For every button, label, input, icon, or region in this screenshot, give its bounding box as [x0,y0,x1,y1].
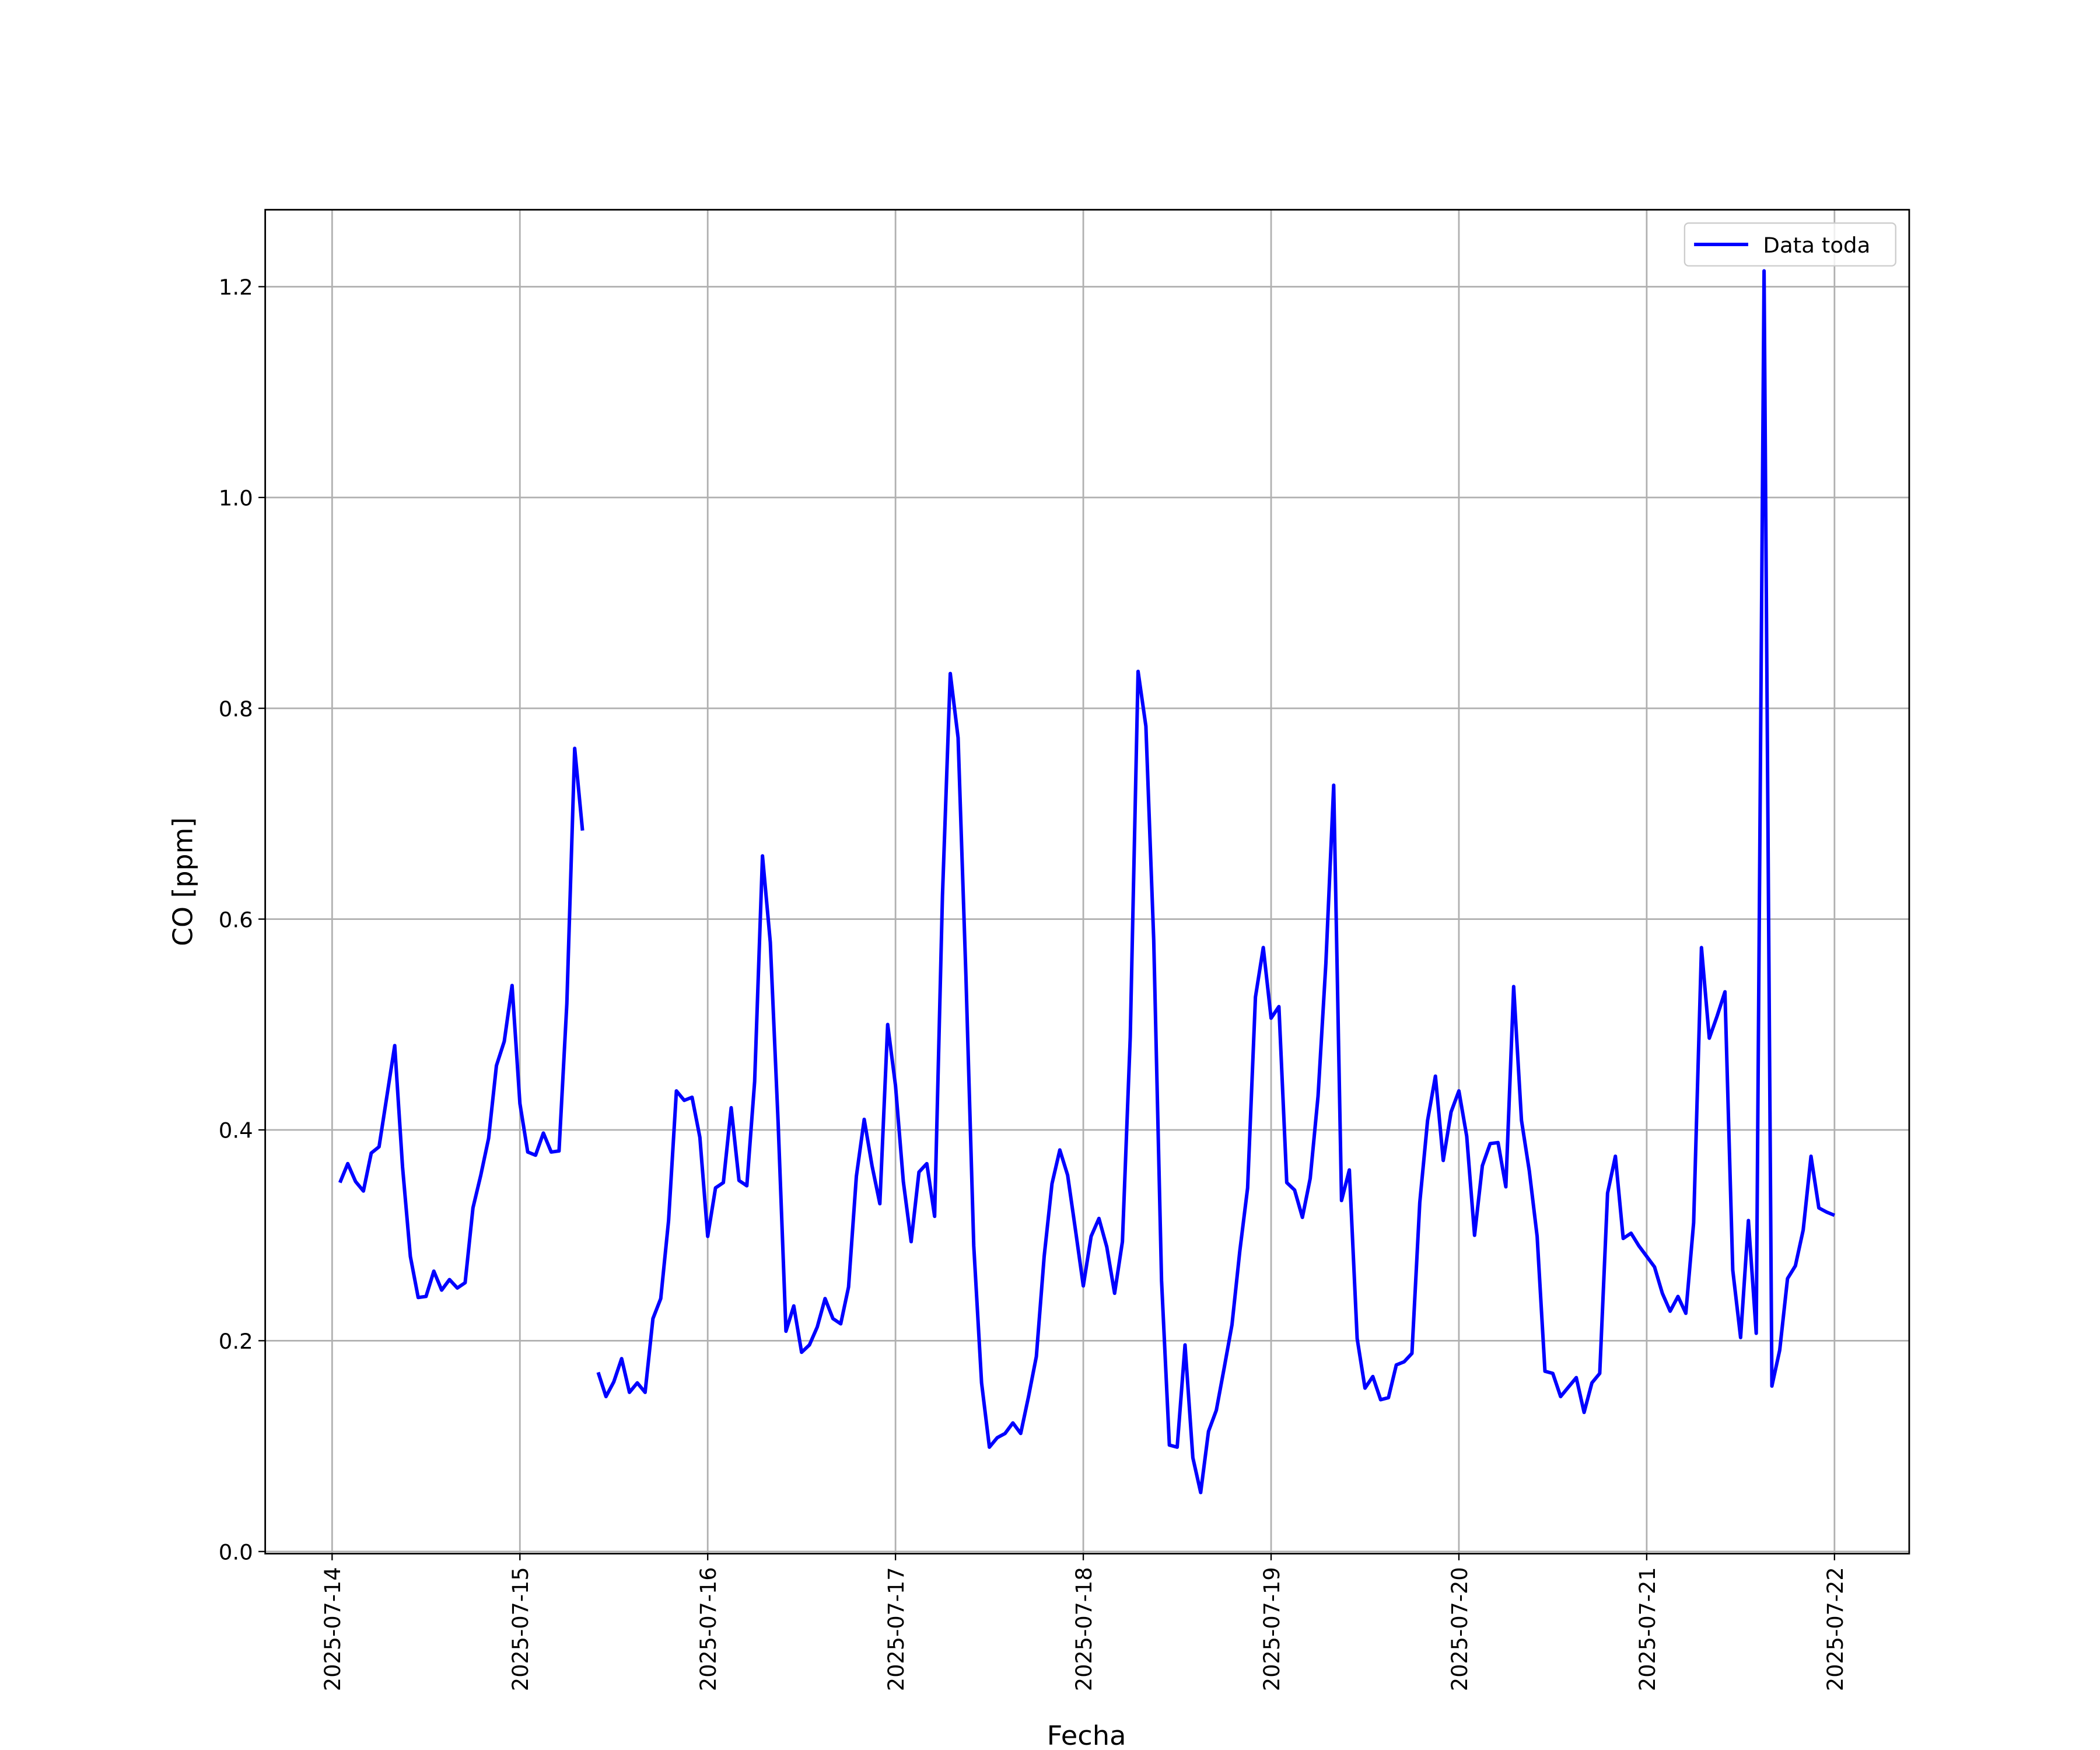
legend-box [1684,222,1896,267]
y-tick-label: 0.6 [219,908,253,933]
legend-label: Data toda [1763,233,1870,258]
x-tick-label: 2025-07-18 [1072,1567,1097,1691]
y-tick-label: 0.8 [219,696,253,722]
x-tick-label: 2025-07-19 [1259,1567,1284,1691]
x-axis-label: Fecha [1047,1720,1126,1750]
x-tick-label: 2025-07-17 [884,1567,909,1691]
y-tick-label: 1.0 [219,486,253,511]
y-tick-label: 0.2 [219,1329,253,1354]
x-tick-label: 2025-07-14 [320,1567,345,1691]
x-tick-label: 2025-07-21 [1635,1567,1660,1691]
x-tick-label: 2025-07-20 [1447,1567,1472,1691]
x-tick-label: 2025-07-22 [1823,1567,1848,1691]
y-tick-label: 1.2 [219,275,253,300]
x-tick-label: 2025-07-16 [696,1567,721,1691]
x-tick-label: 2025-07-15 [508,1567,533,1691]
y-tick-label: 0.4 [219,1118,253,1143]
plot-frame [264,209,1910,1555]
y-axis-label: CO [ppm] [167,817,198,946]
y-tick-label: 0.0 [219,1540,253,1565]
data-line [338,269,1835,1494]
